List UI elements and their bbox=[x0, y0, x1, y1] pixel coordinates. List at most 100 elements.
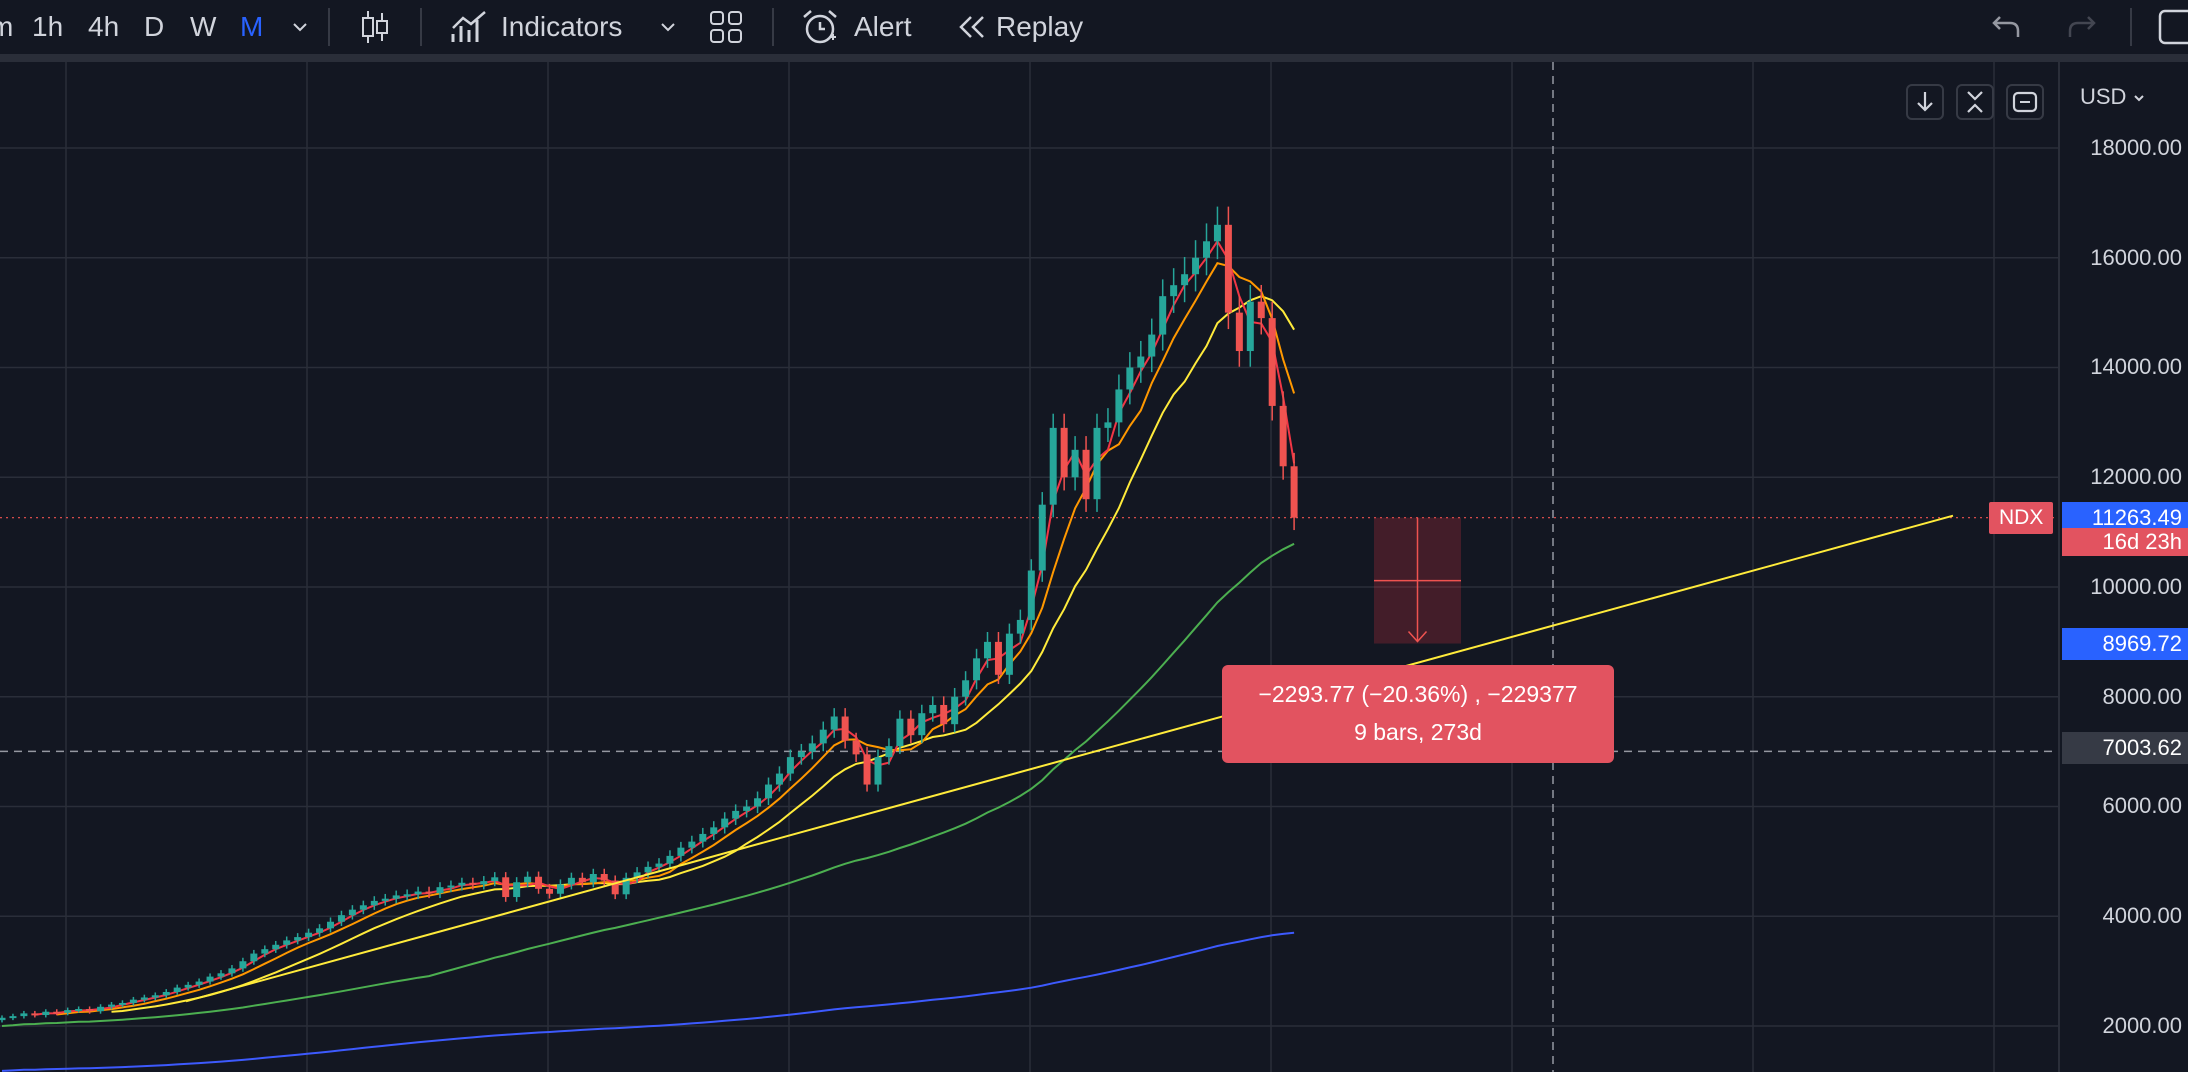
indicators-label: Indicators bbox=[501, 11, 623, 42]
price-chart[interactable] bbox=[0, 62, 2058, 1072]
trend-line bbox=[185, 514, 1954, 1003]
candle-body bbox=[1203, 241, 1210, 258]
candle-body bbox=[1170, 285, 1178, 297]
candle-body bbox=[75, 1008, 83, 1011]
candle-body bbox=[140, 997, 148, 1000]
alarm-clock-icon bbox=[803, 10, 837, 44]
candle-body bbox=[97, 1006, 105, 1012]
candle-body bbox=[1115, 389, 1123, 423]
redo-button[interactable] bbox=[2066, 0, 2100, 54]
window-icon bbox=[2158, 9, 2188, 45]
candle-body bbox=[64, 1010, 72, 1013]
candle-body bbox=[403, 894, 411, 897]
candlestick-icon bbox=[362, 11, 388, 43]
candle-body bbox=[1192, 257, 1200, 275]
price-axis[interactable]: USD 18000.00 16000.00 14000.00 12000.00 … bbox=[2058, 62, 2188, 1072]
undo-button[interactable] bbox=[1990, 0, 2024, 54]
candle-body bbox=[973, 658, 981, 681]
candle-body bbox=[1071, 449, 1079, 478]
candle-body bbox=[699, 833, 707, 842]
candle-body bbox=[502, 877, 510, 898]
interval-4h[interactable]: 4h bbox=[88, 11, 120, 42]
measurement-tooltip: −2293.77 (−20.36%) , −229377 9 bars, 273… bbox=[1222, 665, 1614, 763]
candle-body bbox=[644, 866, 652, 873]
chevron-down-icon bbox=[2133, 95, 2144, 102]
candle-body bbox=[1005, 633, 1013, 675]
candle-body bbox=[535, 876, 543, 889]
candle-body bbox=[732, 810, 740, 819]
price-tick: 18000.00 bbox=[2090, 135, 2182, 160]
candle-body bbox=[53, 1011, 61, 1014]
layout-button[interactable] bbox=[708, 0, 746, 54]
price-tick: 12000.00 bbox=[2090, 464, 2182, 489]
ma-line-green bbox=[1, 542, 1295, 1027]
candle-body bbox=[31, 1013, 39, 1016]
candle-body bbox=[765, 784, 772, 799]
candle-body bbox=[425, 891, 433, 894]
candle-body bbox=[118, 1002, 126, 1005]
scroll-to-latest-button[interactable] bbox=[1906, 84, 1944, 120]
candle-body bbox=[1279, 405, 1287, 467]
indicators-dropdown[interactable] bbox=[656, 0, 680, 54]
layout-grid-icon bbox=[710, 11, 742, 43]
candle-body bbox=[655, 863, 663, 867]
screenshot-button[interactable] bbox=[2006, 84, 2044, 120]
candle-body bbox=[1290, 466, 1298, 518]
candle-body bbox=[228, 968, 236, 974]
candle-body bbox=[633, 872, 641, 878]
candle-body bbox=[677, 847, 685, 856]
candle-body bbox=[556, 884, 564, 894]
redo-icon bbox=[2068, 16, 2096, 37]
replay-label: Replay bbox=[996, 11, 1084, 42]
candle-body bbox=[9, 1016, 17, 1019]
toolbar-divider bbox=[420, 8, 422, 46]
indicators-button[interactable]: Indicators bbox=[450, 0, 640, 54]
interval-1h[interactable]: 1h bbox=[32, 11, 64, 42]
candle-body bbox=[195, 981, 203, 985]
candle-body bbox=[1104, 422, 1112, 428]
top-toolbar: m 1h 4h D W M Indicators bbox=[0, 0, 2188, 62]
interval-dropdown[interactable] bbox=[288, 0, 312, 54]
candle-body bbox=[129, 999, 137, 1003]
candle-body bbox=[305, 932, 313, 938]
candle-body bbox=[1126, 367, 1134, 390]
candle-body bbox=[381, 898, 389, 901]
collapse-button[interactable] bbox=[1956, 84, 1994, 120]
candle-body bbox=[20, 1013, 28, 1017]
interval-minute[interactable]: m bbox=[0, 11, 14, 42]
interval-m[interactable]: M bbox=[240, 11, 264, 42]
candle-body bbox=[86, 1008, 94, 1012]
candle-body bbox=[370, 900, 378, 906]
candle-body bbox=[622, 877, 630, 895]
undo-icon bbox=[1992, 16, 2020, 37]
replay-button[interactable]: Replay bbox=[956, 0, 1096, 54]
candle-body bbox=[524, 876, 532, 883]
interval-w[interactable]: W bbox=[190, 11, 217, 42]
candle-body bbox=[830, 716, 838, 730]
candle-body bbox=[283, 940, 291, 945]
fullscreen-button[interactable] bbox=[2158, 0, 2188, 54]
candle-body bbox=[589, 873, 597, 883]
interval-d[interactable]: D bbox=[144, 11, 165, 42]
ma-line-blue bbox=[1, 931, 1295, 1072]
symbol-tag: NDX bbox=[1989, 502, 2054, 534]
currency-selector[interactable]: USD bbox=[2080, 84, 2145, 110]
collapse-icon bbox=[1967, 91, 1983, 113]
candle-body bbox=[819, 729, 827, 744]
chart-pane[interactable] bbox=[0, 62, 2058, 1072]
alert-button[interactable]: Alert bbox=[800, 0, 920, 54]
candle-body bbox=[896, 718, 904, 747]
candle-body bbox=[1181, 274, 1189, 286]
candle-body bbox=[578, 877, 586, 883]
chart-type-button[interactable] bbox=[358, 0, 394, 54]
chevron-down-icon bbox=[293, 23, 307, 32]
candle-body bbox=[567, 877, 575, 885]
measurement-duration: 9 bars, 273d bbox=[1354, 719, 1482, 745]
ma-line-red bbox=[34, 239, 1296, 1016]
candle-body bbox=[666, 855, 674, 864]
candle-body bbox=[1093, 427, 1101, 500]
price-range-arrow-head bbox=[1407, 631, 1428, 643]
toolbar-divider bbox=[2130, 8, 2132, 46]
candle-body bbox=[348, 909, 356, 916]
candle-body bbox=[0, 1017, 6, 1021]
